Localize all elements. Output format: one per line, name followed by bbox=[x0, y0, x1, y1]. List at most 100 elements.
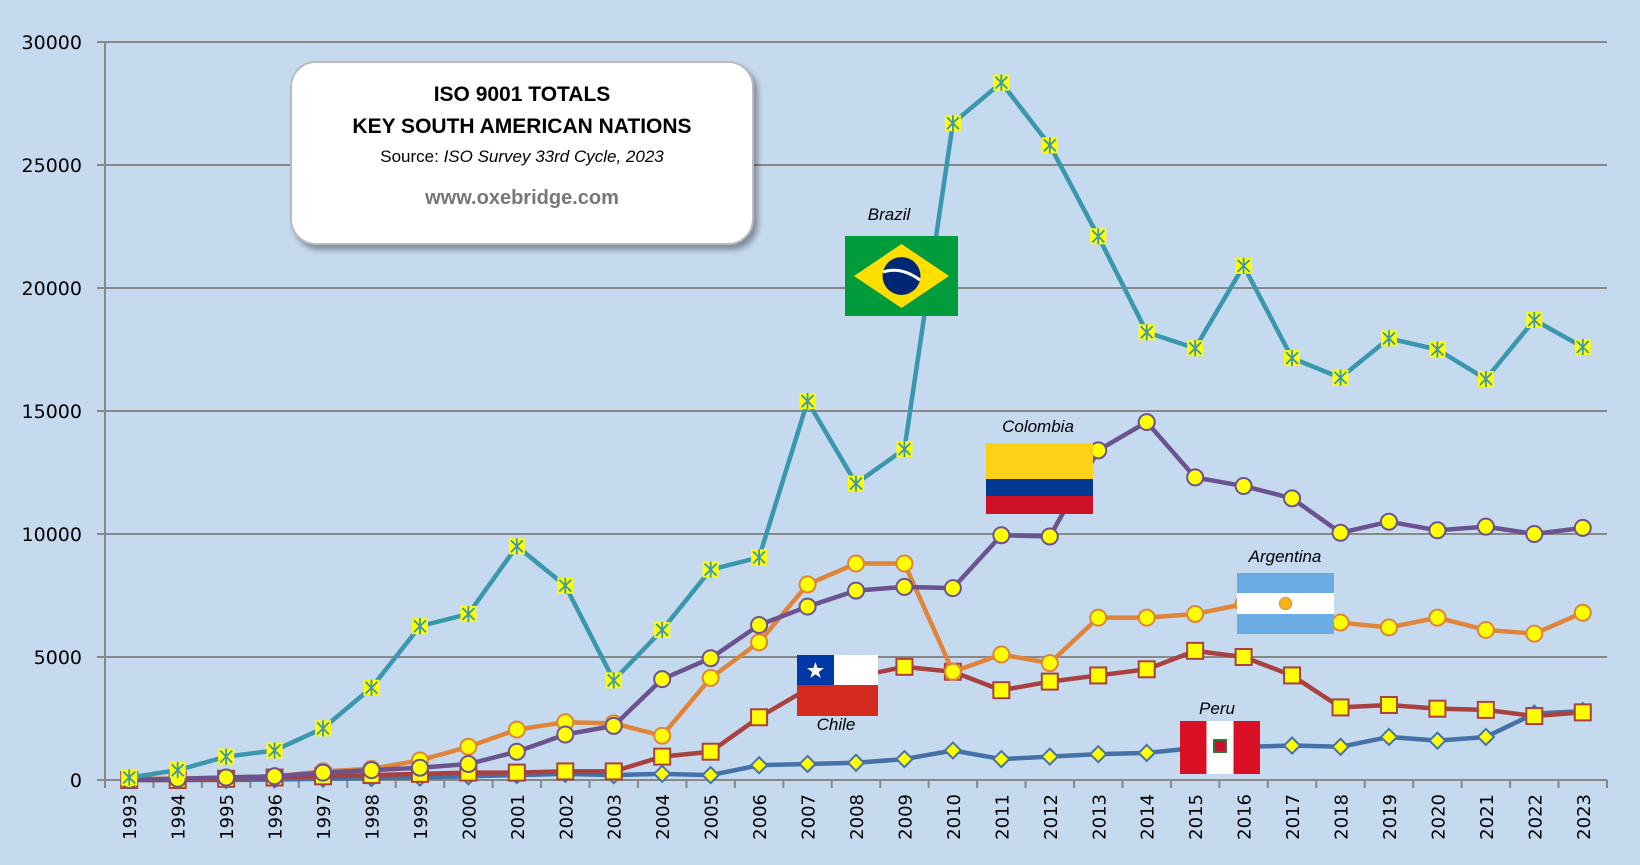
data-point-peru bbox=[1331, 737, 1350, 757]
data-point-brazil bbox=[654, 621, 671, 638]
data-point-colombia bbox=[410, 758, 429, 777]
x-tick-label: 1997 bbox=[314, 794, 335, 840]
data-point-colombia bbox=[362, 761, 381, 780]
marker-star bbox=[1479, 371, 1493, 388]
data-point-brazil bbox=[1332, 369, 1349, 386]
x-tick-label: 2002 bbox=[556, 794, 577, 840]
chile-flag-icon bbox=[797, 655, 878, 716]
data-point-chile bbox=[895, 657, 914, 676]
x-tick-label: 2014 bbox=[1138, 794, 1159, 840]
y-tick-label: 5000 bbox=[34, 647, 82, 669]
data-point-peru bbox=[749, 755, 769, 775]
x-tick-label: 2012 bbox=[1041, 794, 1062, 840]
data-point-brazil bbox=[702, 561, 719, 578]
data-point-colombia bbox=[1283, 489, 1302, 508]
data-point-chile bbox=[992, 681, 1011, 700]
peru-flag-icon bbox=[1180, 721, 1260, 774]
marker-star bbox=[413, 618, 427, 635]
data-point-brazil bbox=[121, 769, 138, 786]
data-point-peru bbox=[1137, 743, 1157, 763]
data-point-brazil bbox=[1526, 311, 1543, 328]
data-point-brazil bbox=[944, 115, 961, 132]
marker-star bbox=[122, 769, 136, 786]
data-point-chile bbox=[1428, 699, 1447, 718]
data-point-chile bbox=[1476, 700, 1495, 719]
data-point-chile bbox=[1283, 666, 1302, 685]
data-point-argentina bbox=[847, 554, 865, 573]
x-tick-label: 2023 bbox=[1574, 794, 1595, 840]
data-point-peru bbox=[846, 753, 866, 773]
x-tick-label: 1994 bbox=[169, 794, 190, 840]
y-tick-label: 30000 bbox=[22, 32, 82, 54]
marker-star bbox=[316, 720, 330, 737]
data-point-colombia bbox=[314, 763, 333, 782]
x-tick-label: 2001 bbox=[508, 794, 529, 840]
data-point-colombia bbox=[1040, 527, 1059, 546]
x-tick-label: 2004 bbox=[653, 794, 674, 840]
data-point-peru bbox=[1088, 744, 1108, 764]
data-point-peru bbox=[1282, 736, 1302, 755]
data-point-brazil bbox=[169, 762, 186, 779]
marker-star bbox=[267, 742, 282, 759]
x-tick-label: 2018 bbox=[1332, 794, 1353, 840]
data-point-colombia bbox=[265, 767, 284, 786]
marker-star bbox=[897, 441, 912, 458]
y-tick-label: 25000 bbox=[22, 155, 82, 177]
data-point-colombia bbox=[459, 755, 478, 774]
x-tick-label: 2009 bbox=[895, 794, 916, 840]
chart-source: Source: ISO Survey 33rd Cycle, 2023 bbox=[292, 147, 752, 167]
data-point-brazil bbox=[1235, 257, 1252, 274]
argentina-flag-icon bbox=[1237, 573, 1334, 634]
data-point-argentina bbox=[1186, 604, 1205, 623]
data-point-argentina bbox=[943, 662, 962, 681]
data-point-peru bbox=[652, 764, 672, 784]
data-point-argentina bbox=[1476, 620, 1495, 639]
data-point-argentina bbox=[507, 720, 526, 739]
data-point-peru bbox=[1428, 731, 1447, 751]
data-point-peru bbox=[1476, 727, 1496, 747]
data-point-argentina bbox=[895, 554, 914, 573]
marker-star bbox=[1527, 311, 1541, 328]
data-point-chile bbox=[1331, 698, 1350, 717]
data-point-argentina bbox=[798, 575, 817, 594]
data-point-chile bbox=[1186, 641, 1205, 660]
x-tick-label: 1996 bbox=[266, 794, 287, 840]
data-point-brazil bbox=[460, 605, 477, 622]
chile-label: Chile bbox=[816, 715, 856, 734]
data-point-argentina bbox=[459, 737, 478, 756]
data-point-brazil bbox=[218, 748, 235, 765]
series-brazil bbox=[121, 74, 1591, 786]
data-point-colombia bbox=[507, 742, 526, 761]
x-tick-label: 2008 bbox=[847, 794, 868, 840]
data-point-argentina bbox=[653, 726, 672, 745]
x-tick-label: 2015 bbox=[1186, 794, 1207, 840]
marker-star bbox=[219, 748, 233, 765]
marker-star bbox=[1091, 228, 1105, 245]
data-point-brazil bbox=[751, 549, 768, 566]
data-point-colombia bbox=[653, 670, 672, 689]
brazil-label: Brazil bbox=[867, 205, 911, 224]
marker-star bbox=[171, 762, 185, 779]
data-point-brazil bbox=[363, 679, 380, 696]
x-tick-label: 2022 bbox=[1525, 794, 1546, 840]
data-point-chile bbox=[1525, 707, 1544, 726]
data-point-chile bbox=[1089, 666, 1108, 685]
data-point-peru bbox=[943, 741, 963, 760]
y-tick-label: 10000 bbox=[22, 524, 82, 546]
x-tick-label: 2007 bbox=[799, 794, 820, 840]
x-tick-label: 2021 bbox=[1477, 794, 1498, 840]
marker-star bbox=[849, 475, 863, 492]
x-tick-label: 2005 bbox=[702, 794, 723, 840]
data-point-chile bbox=[1379, 695, 1398, 714]
data-point-chile bbox=[1573, 703, 1592, 722]
marker-star bbox=[607, 672, 621, 689]
data-point-brazil bbox=[315, 720, 332, 737]
data-point-colombia bbox=[895, 577, 914, 596]
marker-star bbox=[946, 115, 960, 132]
marker-star bbox=[994, 74, 1008, 91]
data-point-peru bbox=[1040, 747, 1060, 767]
marker-star bbox=[1430, 341, 1445, 358]
data-point-chile bbox=[653, 747, 672, 766]
marker-star bbox=[558, 577, 572, 594]
data-point-argentina bbox=[1089, 608, 1108, 627]
